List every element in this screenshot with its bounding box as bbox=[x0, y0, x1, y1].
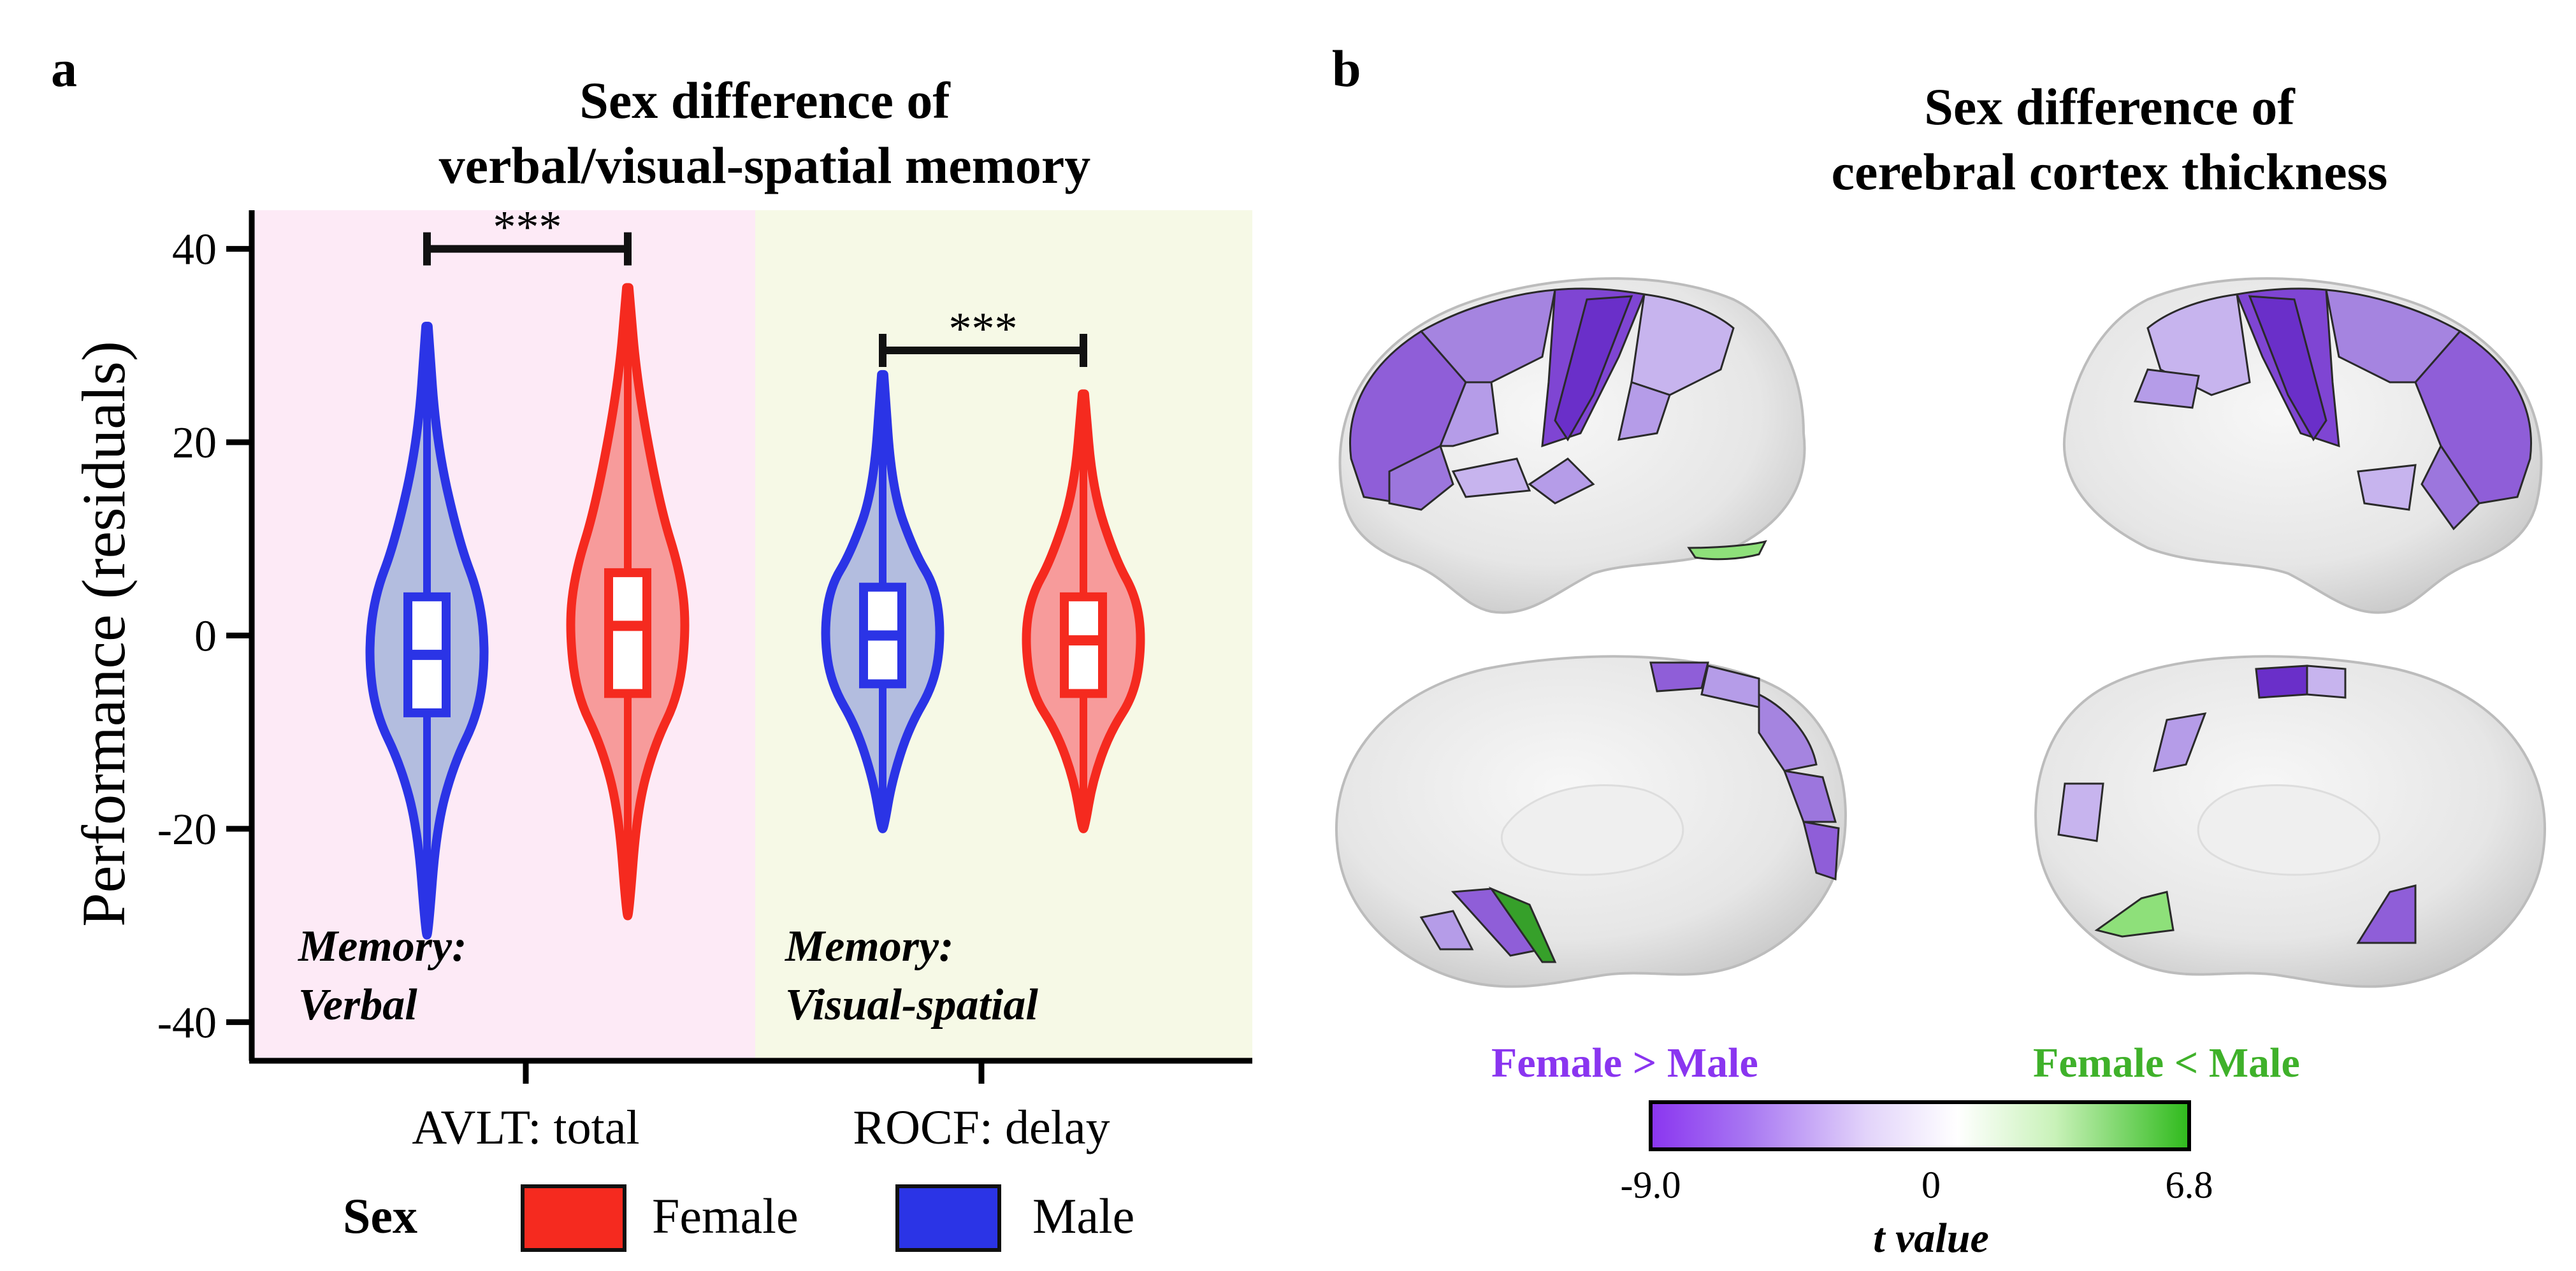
colorbar-tick-min: -9.0 bbox=[1621, 1164, 1681, 1206]
violin-female-avlt bbox=[566, 283, 690, 921]
category-annotation-line: Verbal bbox=[298, 980, 417, 1030]
violin-box bbox=[604, 568, 651, 698]
violin-male-avlt bbox=[365, 322, 489, 940]
y-tick-label: 20 bbox=[172, 419, 217, 468]
y-tick-label: -20 bbox=[157, 805, 217, 854]
colorbar-right-label: Female < Male bbox=[2033, 1040, 2300, 1086]
x-tick-label: ROCF: delay bbox=[853, 1101, 1110, 1154]
brain-lateral-left bbox=[1338, 277, 1806, 614]
violin-female-rocf bbox=[1022, 389, 1145, 833]
category-annotation-line: Visual-spatial bbox=[785, 980, 1038, 1030]
brain-lateral-right bbox=[2062, 277, 2543, 614]
y-axis-ticks: -40 -20 0 20 40 bbox=[157, 226, 252, 1047]
brain-medial-right bbox=[2034, 655, 2546, 988]
chart-title-line-2: verbal/visual-spatial memory bbox=[439, 136, 1091, 194]
colorbar-tick-zero: 0 bbox=[1921, 1164, 1941, 1206]
legend-label-female: Female bbox=[652, 1188, 799, 1244]
x-tick-label: AVLT: total bbox=[412, 1101, 639, 1154]
brain-title-line-1: Sex difference of bbox=[1924, 78, 2296, 136]
colorbar-tick-max: 6.8 bbox=[2166, 1164, 2213, 1206]
colorbar-left-label: Female > Male bbox=[1491, 1040, 1758, 1086]
legend-label-male: Male bbox=[1032, 1188, 1134, 1244]
y-tick-label: 0 bbox=[194, 612, 217, 661]
colorbar: Female > Male Female < Male -9.0 0 6.8 t… bbox=[1491, 1040, 2300, 1261]
x-axis-ticks: AVLT: total ROCF: delay bbox=[412, 1061, 1110, 1154]
y-tick-label: -40 bbox=[157, 998, 217, 1047]
significance-label: *** bbox=[949, 303, 1018, 354]
category-annotation-line: Memory: bbox=[298, 922, 467, 971]
brain-medial-left bbox=[1335, 655, 1847, 988]
panel-b-letter: b bbox=[1332, 39, 1361, 97]
y-axis-label: Performance (residuals) bbox=[69, 341, 138, 927]
violin-male-rocf bbox=[821, 370, 944, 833]
brain-title-line-2: cerebral cortex thickness bbox=[1832, 143, 2388, 201]
colorbar-gradient bbox=[1649, 1100, 2191, 1151]
legend: Sex Female Male bbox=[343, 1184, 1134, 1252]
significance-brackets: *** *** bbox=[423, 202, 1087, 367]
category-annotation-line: Memory: bbox=[785, 922, 953, 971]
legend-swatch-male bbox=[895, 1184, 1001, 1252]
colorbar-title: t value bbox=[1873, 1215, 1988, 1261]
panel-a-letter: a bbox=[51, 39, 77, 97]
violins bbox=[365, 283, 1145, 940]
legend-swatch-female bbox=[521, 1184, 626, 1252]
legend-title: Sex bbox=[343, 1188, 417, 1244]
y-tick-label: 40 bbox=[172, 226, 217, 275]
category-annotations: Memory: Verbal Memory: Visual-spatial bbox=[298, 922, 1038, 1030]
chart-title-line-1: Sex difference of bbox=[579, 71, 951, 129]
significance-label: *** bbox=[493, 202, 562, 253]
